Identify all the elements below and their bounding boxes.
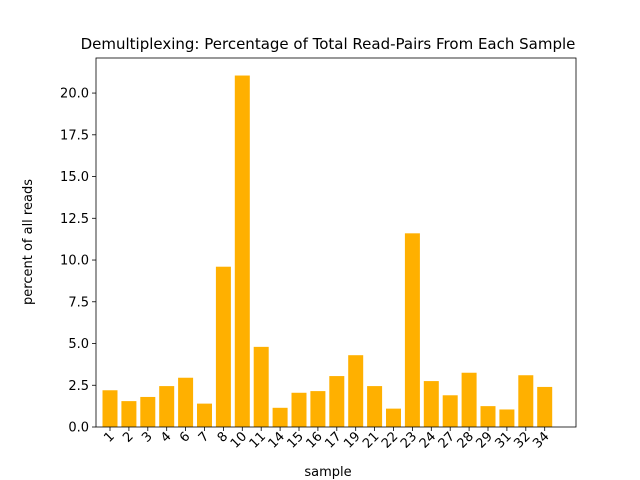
bar-sample-21 xyxy=(367,386,383,427)
y-tick-label: 5.0 xyxy=(68,337,89,352)
bar-sample-31 xyxy=(499,409,515,427)
bar-sample-8 xyxy=(215,266,231,427)
y-tick-label: 12.5 xyxy=(60,212,89,227)
y-tick-label: 10.0 xyxy=(60,254,89,269)
bar-sample-11 xyxy=(253,346,269,427)
bar-sample-4 xyxy=(159,386,175,427)
y-tick-label: 2.5 xyxy=(68,379,89,394)
bar-sample-14 xyxy=(272,407,288,427)
y-axis: 0.0 2.5 5.0 7.5 10.0 12.5 15.0 17.5 20.0 xyxy=(60,87,96,436)
x-tick-label: 4 xyxy=(158,429,174,445)
bar-sample-34 xyxy=(537,386,553,427)
x-tick-label: 34 xyxy=(530,429,552,451)
bar-sample-27 xyxy=(442,395,458,427)
bar-sample-19 xyxy=(348,355,364,427)
bars-group xyxy=(102,75,553,427)
x-axis: 1 2 3 4 6 7 8101114151617192122232427282931323… xyxy=(101,427,553,452)
bar-sample-2 xyxy=(121,401,137,427)
y-tick-label: 20.0 xyxy=(60,87,89,102)
x-axis-label: sample xyxy=(304,465,351,480)
y-tick-label: 15.0 xyxy=(60,170,89,185)
y-tick-label: 17.5 xyxy=(60,128,89,143)
bar-sample-3 xyxy=(140,396,156,427)
x-tick-label: 1 xyxy=(101,429,117,445)
bar-sample-16 xyxy=(310,391,326,427)
bar-sample-15 xyxy=(291,392,307,427)
bar-sample-29 xyxy=(480,406,496,427)
x-tick-label: 6 xyxy=(177,429,193,445)
bar-sample-24 xyxy=(423,381,439,427)
bar-sample-6 xyxy=(178,377,194,427)
y-axis-label: percent of all reads xyxy=(21,179,36,305)
bar-sample-10 xyxy=(234,75,250,427)
x-tick-label: 2 xyxy=(120,429,136,445)
plot-frame xyxy=(95,57,577,428)
x-tick-label: 3 xyxy=(139,429,155,445)
x-tick-label: 7 xyxy=(196,429,212,445)
bar-sample-7 xyxy=(197,403,212,427)
bar-sample-23 xyxy=(404,233,420,427)
y-tick-label: 7.5 xyxy=(68,295,89,310)
bar-sample-22 xyxy=(386,408,401,427)
chart-title: Demultiplexing: Percentage of Total Read… xyxy=(81,35,576,53)
y-tick-label: 0.0 xyxy=(68,421,89,436)
bar-sample-1 xyxy=(102,390,118,427)
bar-sample-28 xyxy=(461,372,477,427)
bar-sample-32 xyxy=(518,375,534,427)
bar-sample-17 xyxy=(329,376,345,427)
